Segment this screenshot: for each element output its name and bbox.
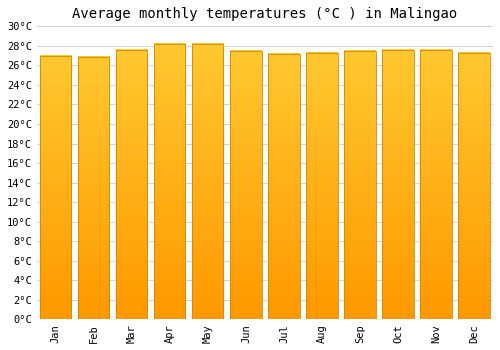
Bar [382,50,414,320]
Bar [458,52,490,320]
Bar [116,50,148,320]
Title: Average monthly temperatures (°C ) in Malingao: Average monthly temperatures (°C ) in Ma… [72,7,458,21]
Bar [344,51,376,320]
Bar [154,44,186,320]
Bar [192,44,224,320]
Bar [230,51,262,320]
Bar [40,56,72,320]
Bar [420,50,452,320]
Bar [78,57,110,320]
Bar [306,52,338,320]
Bar [268,54,300,320]
